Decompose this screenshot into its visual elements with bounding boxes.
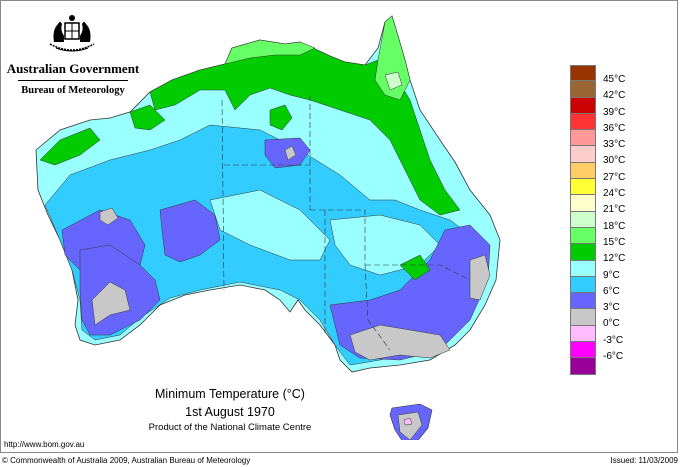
bureau-title: Bureau of Meteorology xyxy=(21,85,125,96)
government-title: Australian Government xyxy=(6,61,140,76)
legend-label: 33°C xyxy=(603,139,626,151)
legend-label: 12°C xyxy=(603,253,626,265)
legend-label: 27°C xyxy=(603,171,626,183)
legend-label: -6°C xyxy=(603,351,624,363)
legend-label: 18°C xyxy=(603,220,626,232)
legend-label: 24°C xyxy=(603,188,626,200)
legend-swatch xyxy=(570,325,596,343)
legend-labels: 45°C 42°C 39°C 36°C 33°C 30°C 27°C 24°C … xyxy=(603,74,625,367)
legend-swatch xyxy=(570,81,596,98)
legend-swatch xyxy=(570,195,596,212)
legend-swatch xyxy=(570,227,596,245)
legend-swatch xyxy=(570,293,596,310)
legend-label: 42°C xyxy=(603,90,626,102)
legend-swatch xyxy=(570,97,596,114)
australia-temperature-map xyxy=(35,15,501,440)
legend-swatch xyxy=(570,309,596,326)
legend-swatch xyxy=(570,342,596,359)
legend-label: 39°C xyxy=(603,106,626,118)
legend-swatch xyxy=(570,146,596,163)
legend-label: 45°C xyxy=(603,74,626,85)
map-date: 1st August 1970 xyxy=(185,405,275,419)
temperature-legend xyxy=(570,65,596,375)
website-link[interactable]: http://www.bom.gov.au xyxy=(4,440,85,449)
legend-label: 15°C xyxy=(603,236,626,248)
legend-swatch xyxy=(570,260,596,277)
legend-swatch xyxy=(570,276,596,294)
legend-swatch xyxy=(570,113,596,131)
legend-label: 36°C xyxy=(603,122,626,134)
issued-date: Issued: 11/03/2009 xyxy=(610,456,678,465)
divider xyxy=(18,80,128,81)
map-title: Minimum Temperature (°C) xyxy=(155,387,305,401)
map-title-block: Minimum Temperature (°C) 1st August 1970… xyxy=(120,386,340,434)
legend-label: 0°C xyxy=(603,318,620,330)
legend-swatch xyxy=(570,162,596,180)
legend-swatch xyxy=(570,130,596,147)
legend-swatch xyxy=(570,211,596,228)
legend-label: 3°C xyxy=(603,302,620,314)
legend-label: 30°C xyxy=(603,155,626,167)
legend-label: 21°C xyxy=(603,204,626,216)
legend-swatch xyxy=(570,179,596,196)
copyright-notice: © Commonwealth of Australia 2009, Austra… xyxy=(2,456,251,465)
legend-label: -3°C xyxy=(603,334,624,346)
legend-label: 6°C xyxy=(603,285,620,297)
legend-swatch xyxy=(570,65,596,82)
coat-of-arms-icon xyxy=(49,15,95,52)
legend-swatch xyxy=(570,358,596,375)
government-logo: Australian Government Bureau of Meteorol… xyxy=(6,8,139,98)
legend-swatch xyxy=(570,244,596,261)
legend-label: 9°C xyxy=(603,269,620,281)
product-credit: Product of the National Climate Centre xyxy=(148,422,312,433)
